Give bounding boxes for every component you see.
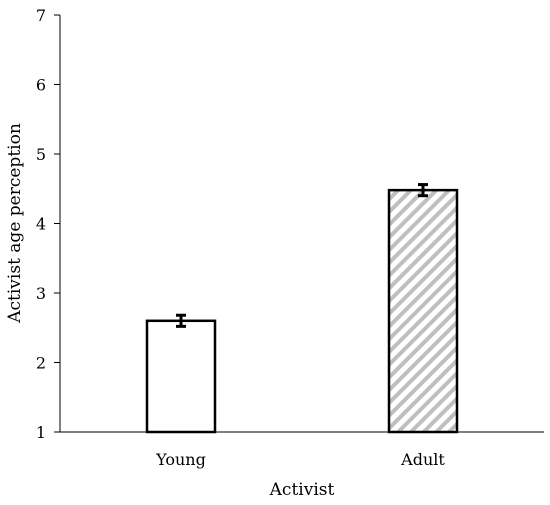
y-tick-label: 1 xyxy=(36,423,46,442)
x-tick-label: Adult xyxy=(400,450,445,469)
y-tick-label: 6 xyxy=(36,76,46,95)
bar-adult xyxy=(387,188,459,434)
y-tick-label: 7 xyxy=(36,6,46,25)
x-axis-tick-labels: Young Adult xyxy=(155,450,445,469)
y-tick-label: 3 xyxy=(36,284,46,303)
x-tick-label: Young xyxy=(155,450,206,469)
bars xyxy=(145,183,459,434)
y-axis-ticks: 1 2 3 4 5 6 7 xyxy=(36,6,60,442)
y-tick-label: 2 xyxy=(36,354,46,373)
y-tick-label: 5 xyxy=(36,145,46,164)
bar-young xyxy=(145,319,217,434)
y-tick-label: 4 xyxy=(36,215,46,234)
x-axis-title: Activist xyxy=(269,480,335,500)
y-axis-title: Activist age perception xyxy=(5,123,25,324)
axes xyxy=(59,15,544,433)
